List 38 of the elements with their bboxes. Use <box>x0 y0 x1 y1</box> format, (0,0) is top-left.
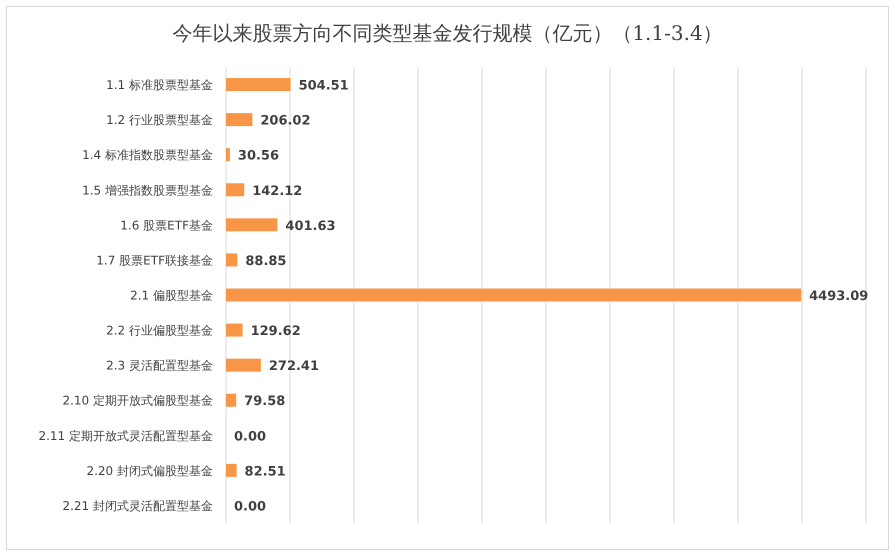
bar <box>226 148 230 162</box>
data-label: 142.12 <box>252 184 302 199</box>
bar <box>226 288 802 302</box>
data-label: 88.85 <box>245 254 286 269</box>
data-label: 504.51 <box>298 78 349 94</box>
data-label: 206.02 <box>260 114 311 129</box>
data-label: 0.00 <box>234 499 266 514</box>
data-label: 401.63 <box>285 218 336 234</box>
y-tick-label: 2.2 行业偏股型基金 <box>106 324 213 338</box>
bar <box>226 394 236 407</box>
bar <box>226 253 238 266</box>
data-label: 4493.09 <box>809 289 868 304</box>
data-label: 272.41 <box>268 359 320 374</box>
y-tick-label: 1.4 标准指数股票型基金 <box>82 148 213 162</box>
data-label: 79.58 <box>244 394 286 410</box>
y-tick-label: 2.3 灵活配置型基金 <box>106 358 213 373</box>
bar <box>226 78 291 92</box>
y-tick-label: 1.6 股票ETF基金 <box>120 218 213 232</box>
y-tick-label: 2.20 封闭式偏股型基金 <box>86 464 213 478</box>
y-tick-label: 2.1 偏股型基金 <box>130 288 213 302</box>
data-label: 129.62 <box>250 324 301 340</box>
bar <box>226 464 237 477</box>
chart-title: 今年以来股票方向不同类型基金发行规模（亿元）（1.1-3.4） <box>172 21 723 45</box>
y-tick-label: 2.11 定期开放式灵活配置型基金 <box>38 428 213 443</box>
y-tick-label: 2.21 封闭式灵活配置型基金 <box>62 498 213 513</box>
y-tick-label: 2.10 定期开放式偏股型基金 <box>62 394 213 408</box>
bar <box>226 183 244 196</box>
y-tick-label: 1.7 股票ETF联接基金 <box>96 253 213 268</box>
data-label: 82.51 <box>244 464 286 480</box>
data-label: 30.56 <box>238 148 280 164</box>
bar <box>226 113 252 126</box>
y-tick-label: 1.1 标准股票型基金 <box>106 78 213 92</box>
y-tick-label: 1.2 行业股票型基金 <box>106 113 213 128</box>
bar <box>226 358 261 372</box>
bar <box>226 324 243 337</box>
data-label: 0.00 <box>234 429 266 444</box>
bar <box>226 218 278 232</box>
y-tick-label: 1.5 增强指数股票型基金 <box>82 183 213 198</box>
